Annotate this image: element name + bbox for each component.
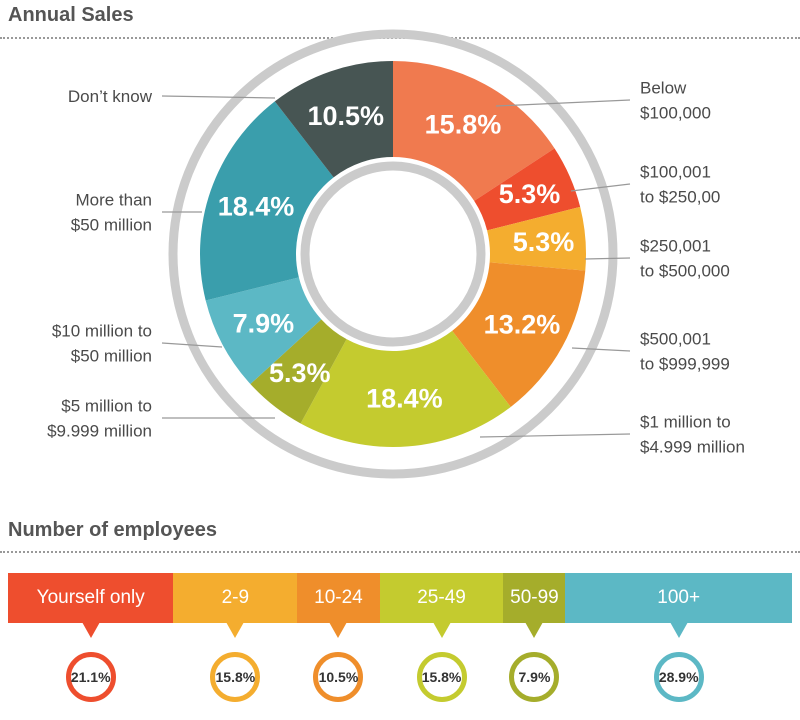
category-label-line: Below xyxy=(640,78,687,97)
employee-percent-badge: 21.1% xyxy=(65,652,116,702)
category-label-line: to $999,999 xyxy=(640,354,730,373)
employee-category-label: 10-24 xyxy=(314,587,363,608)
donut-slice xyxy=(199,101,334,301)
employee-percent-badge: 7.9% xyxy=(509,652,560,702)
employee-bar-segment: 10-24 xyxy=(297,573,380,623)
category-label-line: $4.999 million xyxy=(640,437,745,456)
employee-category-label: Yourself only xyxy=(36,587,145,608)
category-label-line: $100,001 xyxy=(640,162,711,181)
category-label-line: $10 million to xyxy=(52,321,152,340)
category-label: $10 million to $50 million xyxy=(52,321,152,365)
slice-value-label: 10.5% xyxy=(307,101,384,131)
category-label-line: $50 million xyxy=(71,215,152,234)
donut-slice xyxy=(300,330,511,447)
category-label-line: to $500,000 xyxy=(640,261,730,280)
category-label: $1 million to $4.999 million xyxy=(640,412,745,456)
slice-value-label: 15.8% xyxy=(425,110,502,140)
slice-value-label: 5.3% xyxy=(499,179,561,209)
donut-slice xyxy=(474,148,581,231)
employee-pointer xyxy=(226,622,245,638)
slice-value-label: 7.9% xyxy=(233,308,295,338)
employee-pointer xyxy=(669,622,688,638)
donut-slice xyxy=(487,206,586,271)
category-label: $250,001 to $500,000 xyxy=(640,236,730,280)
category-label-line: $250,001 xyxy=(640,236,711,255)
employees-divider xyxy=(0,551,800,553)
category-label-line: $500,001 xyxy=(640,329,711,348)
category-label-line: to $250,00 xyxy=(640,187,720,206)
category-label: $100,001 to $250,00 xyxy=(640,162,720,206)
category-label-line: $50 million xyxy=(71,346,152,365)
employee-pointer xyxy=(81,622,100,638)
category-label-line: $1 million to xyxy=(640,412,731,431)
category-label-line: $100,000 xyxy=(640,103,711,122)
category-label-line: $5 million to xyxy=(61,396,152,415)
slice-value-label: 18.4% xyxy=(366,384,443,414)
category-label-line: More than xyxy=(75,190,152,209)
employee-category-label: 25-49 xyxy=(417,587,466,608)
employee-bar-segment: 50-99 xyxy=(503,573,566,623)
donut-slice xyxy=(205,277,322,385)
employee-percent-badge: 15.8% xyxy=(416,652,467,702)
donut-slice xyxy=(250,319,347,424)
category-label: Don’t know xyxy=(68,87,153,106)
slice-value-label: 5.3% xyxy=(269,358,331,388)
category-label: Below $100,000 xyxy=(640,78,711,122)
employee-percent-badge: 10.5% xyxy=(313,652,364,702)
donut-slice xyxy=(274,61,393,178)
donut-slice xyxy=(452,262,586,407)
slice-value-label: 5.3% xyxy=(513,227,575,257)
employee-pointer xyxy=(329,622,348,638)
inner-ring xyxy=(300,161,486,347)
employee-category-label: 100+ xyxy=(657,587,701,608)
leader-line xyxy=(161,95,276,99)
employee-pointer xyxy=(432,622,451,638)
employee-bar-segment: Yourself only xyxy=(8,573,174,623)
employee-percent-badge: 28.9% xyxy=(653,652,704,702)
employees-title: Number of employees xyxy=(8,519,217,541)
employee-bar-segment: 25-49 xyxy=(379,573,504,623)
slice-value-label: 13.2% xyxy=(484,310,561,340)
category-label: $500,001 to $999,999 xyxy=(640,329,730,373)
employee-pointer xyxy=(525,622,544,638)
category-label: $5 million to $9.999 million xyxy=(47,396,152,440)
category-label-line: $9.999 million xyxy=(47,421,152,440)
category-label: More than $50 million xyxy=(71,190,152,234)
leader-line xyxy=(571,347,631,352)
leader-line xyxy=(479,433,631,438)
leader-line xyxy=(570,183,631,192)
category-label-line: Don’t know xyxy=(68,87,153,106)
employee-category-label: 2-9 xyxy=(221,587,250,608)
employee-percent-badge: 15.8% xyxy=(210,652,261,702)
donut-slice xyxy=(393,61,555,201)
slice-value-label: 18.4% xyxy=(218,191,295,221)
annual-sales-donut-chart: 15.8% Below $100,000 5.3% $100,001 to $250,00… xyxy=(47,29,745,479)
annual-sales-title: Annual Sales xyxy=(8,4,134,26)
employee-category-label: 50-99 xyxy=(510,587,559,608)
leader-line xyxy=(161,342,223,348)
employee-bar-segment: 2-9 xyxy=(173,573,298,623)
leader-line xyxy=(584,257,631,260)
leader-line xyxy=(495,99,631,107)
employee-bar-segment: 100+ xyxy=(565,573,792,623)
outer-ring xyxy=(168,29,618,479)
